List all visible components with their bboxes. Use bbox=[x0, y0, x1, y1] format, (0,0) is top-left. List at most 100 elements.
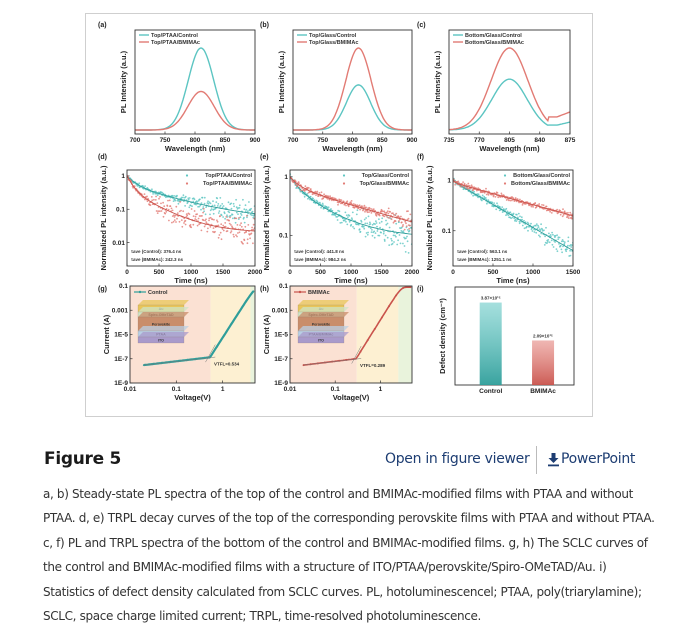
open-in-figure-viewer-link[interactable]: Open in figure viewer bbox=[385, 451, 530, 467]
data-point bbox=[205, 221, 208, 224]
data-point bbox=[207, 202, 210, 205]
data-point bbox=[179, 201, 182, 203]
fit-line bbox=[127, 175, 255, 232]
data-point bbox=[532, 225, 535, 228]
data-point bbox=[223, 334, 226, 337]
inset-layer-top bbox=[298, 332, 349, 337]
data-point bbox=[392, 212, 394, 215]
data-point bbox=[235, 217, 238, 220]
data-point bbox=[171, 221, 173, 224]
data-point bbox=[388, 226, 391, 229]
data-point bbox=[385, 219, 387, 222]
data-point bbox=[138, 182, 141, 185]
data-point bbox=[547, 239, 550, 241]
data-point bbox=[196, 224, 199, 227]
download-arrow-icon bbox=[548, 452, 559, 466]
data-point bbox=[189, 204, 192, 207]
data-point bbox=[197, 217, 200, 220]
data-point bbox=[567, 236, 570, 239]
powerpoint-download-link[interactable]: PowerPoint bbox=[547, 451, 635, 467]
data-point bbox=[345, 220, 347, 223]
data-point bbox=[562, 208, 564, 211]
data-point bbox=[188, 206, 191, 209]
data-point bbox=[402, 224, 404, 226]
data-point bbox=[460, 185, 463, 187]
data-point bbox=[338, 210, 341, 213]
x-axis-label: Time (ns) bbox=[334, 276, 368, 285]
bar-control bbox=[479, 302, 502, 385]
data-point bbox=[541, 228, 544, 231]
data-point bbox=[183, 222, 185, 224]
data-point bbox=[555, 248, 558, 251]
panel-label: (d) bbox=[98, 154, 107, 161]
chart-panel: (b) 700 750 800 850 900 Wavelength (nm) PL Inte… bbox=[260, 22, 418, 153]
data-point bbox=[392, 221, 395, 224]
data-point bbox=[345, 214, 348, 217]
data-point bbox=[409, 224, 411, 227]
data-point bbox=[544, 235, 546, 238]
data-point bbox=[353, 227, 356, 230]
data-point bbox=[238, 231, 241, 234]
data-point bbox=[224, 222, 227, 224]
data-point bbox=[202, 206, 205, 208]
data-point bbox=[375, 220, 377, 223]
legend-marker bbox=[185, 182, 189, 185]
data-point bbox=[371, 223, 374, 226]
data-point bbox=[193, 198, 196, 201]
data-point bbox=[230, 224, 232, 226]
data-point bbox=[224, 225, 227, 228]
data-point bbox=[217, 203, 220, 205]
data-point bbox=[243, 239, 246, 242]
data-point bbox=[196, 213, 198, 216]
y-tick-label: 0.001 bbox=[112, 307, 129, 314]
x-tick-label: 1000 bbox=[184, 269, 199, 276]
data-point bbox=[366, 211, 369, 214]
data-point bbox=[152, 193, 154, 195]
legend-label: Control bbox=[148, 290, 168, 296]
data-point bbox=[540, 232, 543, 235]
data-point bbox=[342, 200, 345, 203]
legend-label: Top/PTAA/BMIMAc bbox=[151, 40, 200, 46]
data-point bbox=[183, 217, 186, 220]
data-point bbox=[213, 204, 216, 207]
data-point bbox=[534, 202, 537, 204]
legend-label: Top/Glass/BMIMAc bbox=[309, 40, 358, 46]
data-point bbox=[252, 242, 254, 245]
data-point bbox=[506, 210, 509, 213]
data-point bbox=[472, 188, 475, 191]
inset-layer-label: Perovskite bbox=[152, 322, 170, 326]
data-point bbox=[204, 213, 207, 216]
data-point bbox=[402, 230, 405, 232]
data-point bbox=[407, 252, 410, 254]
data-point bbox=[202, 219, 205, 222]
data-point bbox=[567, 244, 569, 247]
data-point bbox=[365, 217, 367, 219]
data-point bbox=[233, 235, 235, 238]
data-point bbox=[405, 237, 407, 240]
data-point bbox=[409, 286, 412, 289]
data-point bbox=[156, 202, 159, 205]
data-point bbox=[562, 213, 565, 216]
data-point bbox=[238, 207, 241, 209]
data-point bbox=[501, 211, 504, 214]
data-point bbox=[408, 229, 411, 232]
data-point bbox=[548, 241, 551, 244]
data-point bbox=[312, 197, 314, 200]
data-point bbox=[167, 208, 170, 211]
data-point bbox=[567, 211, 569, 214]
data-point bbox=[236, 224, 239, 226]
fit-line bbox=[127, 175, 255, 215]
data-point bbox=[222, 205, 225, 207]
data-point bbox=[171, 209, 174, 212]
y-tick-label: 0.1 bbox=[442, 228, 451, 235]
data-point bbox=[392, 234, 395, 237]
data-point bbox=[345, 204, 347, 207]
data-point bbox=[384, 234, 387, 237]
data-point bbox=[397, 239, 399, 242]
x-tick-label: 2000 bbox=[248, 269, 263, 276]
fit-line bbox=[453, 179, 573, 251]
data-point bbox=[226, 214, 228, 217]
data-point bbox=[486, 202, 488, 205]
lifetime-annotation: τave (BMIMAc): 1251.1 ns bbox=[457, 257, 512, 262]
data-point bbox=[243, 216, 245, 219]
